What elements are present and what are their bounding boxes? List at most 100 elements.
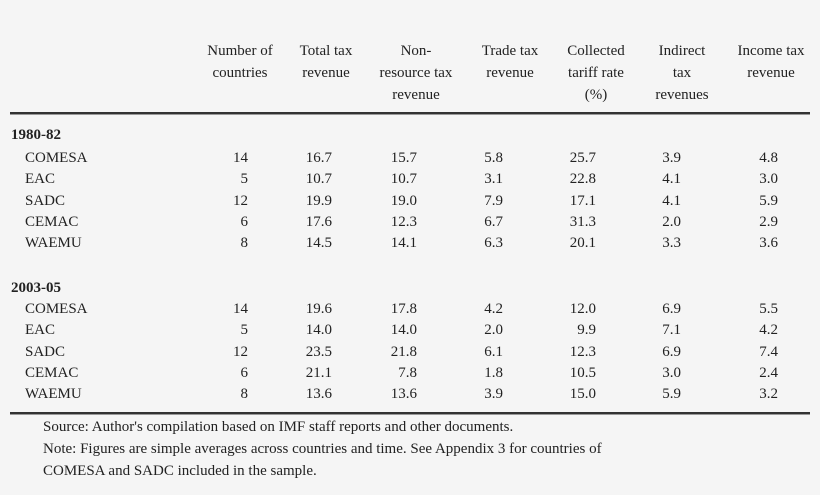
- region-name: EAC: [25, 322, 55, 339]
- cell-income-tax: 4.8: [759, 150, 778, 166]
- cell-indirect-tax: 6.9: [662, 301, 681, 317]
- cell-trade-tax: 3.1: [484, 171, 503, 188]
- cell-income-tax: 3.2: [759, 386, 778, 403]
- cell-num-countries: 6: [240, 213, 249, 230]
- header-indirect-tax: Indirect tax revenues: [655, 43, 709, 103]
- cell-non-resource-tax: 14.0: [390, 322, 417, 339]
- cell-collected-tariff: 17.1: [569, 192, 596, 209]
- cell-collected-tariff: 20.1: [569, 235, 596, 252]
- cell-collected-tariff: 22.8: [569, 171, 596, 188]
- group-label-2003-05: 2003-05: [11, 280, 61, 296]
- group-label-1980-82: 1980-82: [11, 127, 61, 143]
- cell-income-tax: 7.4: [759, 343, 778, 360]
- cell-trade-tax: 6.3: [484, 235, 503, 252]
- cell-income-tax: 2.4: [759, 364, 778, 381]
- cell-collected-tariff: 31.3: [569, 213, 596, 230]
- cell-income-tax: 3.0: [759, 171, 778, 188]
- header-rule: [10, 112, 810, 114]
- cell-non-resource-tax: 15.7: [390, 150, 417, 166]
- region-name: SADC: [25, 192, 66, 209]
- cell-collected-tariff: 9.9: [577, 322, 596, 339]
- cell-indirect-tax: 3.0: [662, 364, 681, 381]
- region-name: SADC: [25, 343, 66, 360]
- cell-num-countries: 5: [240, 171, 249, 188]
- cell-num-countries: 12: [233, 192, 248, 209]
- table-row: WAEMU 8 13.6 13.6 3.9 15.0 5.9 3.2: [0, 386, 820, 407]
- table-row: SADC 12 23.5 21.8 6.1 12.3 6.9 7.4: [0, 344, 820, 365]
- cell-total-tax: 14.5: [305, 235, 332, 252]
- cell-non-resource-tax: 13.6: [390, 386, 417, 403]
- cell-num-countries: 12: [233, 343, 248, 360]
- cell-indirect-tax: 7.1: [662, 322, 681, 339]
- cell-income-tax: 5.5: [759, 301, 778, 317]
- cell-trade-tax: 3.9: [484, 386, 503, 403]
- table-row: EAC 5 14.0 14.0 2.0 9.9 7.1 4.2: [0, 322, 820, 343]
- cell-trade-tax: 6.7: [484, 213, 503, 230]
- cell-income-tax: 2.9: [759, 213, 778, 230]
- cell-indirect-tax: 3.3: [662, 235, 681, 252]
- cell-collected-tariff: 10.5: [569, 364, 596, 381]
- cell-num-countries: 8: [240, 235, 249, 252]
- source-note: Source: Author's compilation based on IM…: [43, 419, 514, 435]
- cell-num-countries: 14: [233, 150, 248, 166]
- cell-total-tax: 19.9: [305, 192, 332, 209]
- region-name: CEMAC: [25, 364, 79, 381]
- cell-collected-tariff: 25.7: [569, 150, 596, 166]
- header-num-countries: Number of countries: [207, 43, 273, 81]
- table-row: WAEMU 8 14.5 14.1 6.3 20.1 3.3 3.6: [0, 235, 820, 256]
- header-non-resource-tax: Non- resource tax revenue: [379, 43, 453, 103]
- cell-total-tax: 19.6: [305, 301, 332, 317]
- table-notes: Source: Author's compilation based on IM…: [43, 416, 602, 482]
- header-collected-tariff: Collected tariff rate (%): [567, 43, 625, 103]
- cell-total-tax: 21.1: [305, 364, 332, 381]
- cell-non-resource-tax: 12.3: [390, 213, 417, 230]
- region-name: EAC: [25, 171, 55, 188]
- header-total-tax: Total tax revenue: [299, 43, 353, 81]
- region-name: WAEMU: [25, 386, 82, 403]
- table-row: SADC 12 19.9 19.0 7.9 17.1 4.1 5.9: [0, 193, 820, 214]
- table-row: COMESA 14 16.7 15.7 5.8 25.7 3.9 4.8: [0, 150, 820, 171]
- cell-indirect-tax: 4.1: [662, 171, 681, 188]
- cell-trade-tax: 2.0: [484, 322, 503, 339]
- cell-num-countries: 14: [233, 301, 248, 317]
- cell-trade-tax: 7.9: [484, 192, 503, 209]
- cell-collected-tariff: 12.0: [569, 301, 596, 317]
- note-line-2: COMESA and SADC included in the sample.: [43, 463, 317, 479]
- cell-trade-tax: 5.8: [484, 150, 503, 166]
- cell-income-tax: 4.2: [759, 322, 778, 339]
- cell-num-countries: 5: [240, 322, 249, 339]
- cell-total-tax: 16.7: [305, 150, 332, 166]
- table-row: CEMAC 6 21.1 7.8 1.8 10.5 3.0 2.4: [0, 365, 820, 386]
- cell-collected-tariff: 12.3: [569, 343, 596, 360]
- cell-total-tax: 14.0: [305, 322, 332, 339]
- cell-non-resource-tax: 21.8: [390, 343, 417, 360]
- region-name: COMESA: [25, 150, 88, 166]
- header-trade-tax: Trade tax revenue: [481, 43, 539, 81]
- cell-indirect-tax: 5.9: [662, 386, 681, 403]
- cell-trade-tax: 6.1: [484, 343, 503, 360]
- cell-trade-tax: 4.2: [484, 301, 503, 317]
- table-row: CEMAC 6 17.6 12.3 6.7 31.3 2.0 2.9: [0, 214, 820, 235]
- table-row: EAC 5 10.7 10.7 3.1 22.8 4.1 3.0: [0, 171, 820, 192]
- cell-collected-tariff: 15.0: [569, 386, 596, 403]
- cell-total-tax: 23.5: [305, 343, 332, 360]
- cell-indirect-tax: 2.0: [662, 213, 681, 230]
- region-name: COMESA: [25, 301, 88, 317]
- cell-num-countries: 6: [240, 364, 249, 381]
- cell-total-tax: 17.6: [305, 213, 332, 230]
- table-row: COMESA 14 19.6 17.8 4.2 12.0 6.9 5.5: [0, 301, 820, 322]
- cell-num-countries: 8: [240, 386, 249, 403]
- cell-income-tax: 5.9: [759, 192, 778, 209]
- cell-non-resource-tax: 10.7: [390, 171, 417, 188]
- note-line-1: Note: Figures are simple averages across…: [43, 441, 602, 457]
- cell-total-tax: 10.7: [305, 171, 332, 188]
- cell-non-resource-tax: 14.1: [390, 235, 417, 252]
- header-income-tax: Income tax revenue: [737, 43, 805, 81]
- cell-trade-tax: 1.8: [484, 364, 503, 381]
- cell-total-tax: 13.6: [305, 386, 332, 403]
- cell-income-tax: 3.6: [759, 235, 778, 252]
- cell-indirect-tax: 3.9: [662, 150, 681, 166]
- region-name: WAEMU: [25, 235, 82, 252]
- region-name: CEMAC: [25, 213, 79, 230]
- cell-indirect-tax: 4.1: [662, 192, 681, 209]
